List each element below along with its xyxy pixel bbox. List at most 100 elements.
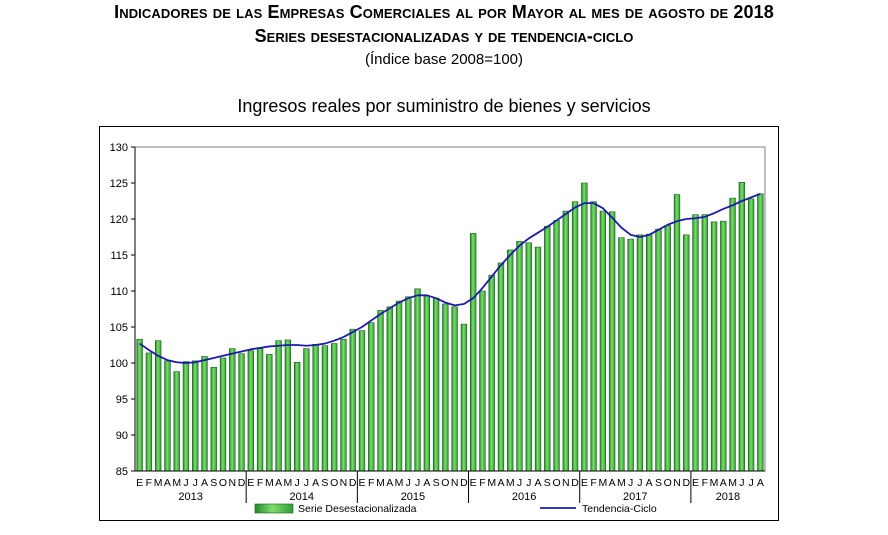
x-tick-label: N bbox=[340, 477, 348, 489]
x-tick-label: A bbox=[201, 477, 208, 489]
x-tick-label: M bbox=[283, 477, 292, 489]
x-tick-label: J bbox=[517, 477, 522, 489]
x-tick-label: A bbox=[275, 477, 282, 489]
x-tick-label: A bbox=[720, 477, 727, 489]
bar bbox=[331, 343, 338, 472]
y-tick-label: 120 bbox=[110, 214, 128, 226]
x-tick-label: J bbox=[295, 477, 300, 489]
bar bbox=[247, 350, 254, 472]
bar bbox=[553, 220, 560, 472]
bar bbox=[488, 274, 495, 472]
x-tick-label: A bbox=[646, 477, 653, 489]
x-tick-label: M bbox=[154, 477, 163, 489]
bar bbox=[229, 348, 236, 472]
x-tick-label: E bbox=[136, 477, 143, 489]
x-tick-label: F bbox=[368, 477, 374, 489]
bar bbox=[405, 296, 412, 472]
bar bbox=[757, 193, 764, 472]
x-tick-label: S bbox=[210, 477, 217, 489]
x-tick-label: J bbox=[628, 477, 633, 489]
bar bbox=[627, 238, 634, 472]
y-tick-label: 130 bbox=[110, 142, 128, 154]
x-tick-label: O bbox=[330, 477, 338, 489]
bar bbox=[692, 214, 699, 472]
x-tick-label: M bbox=[710, 477, 719, 489]
x-tick-label: F bbox=[257, 477, 263, 489]
x-tick-label: M bbox=[265, 477, 274, 489]
x-tick-label: N bbox=[562, 477, 570, 489]
bar bbox=[275, 340, 282, 472]
bar bbox=[544, 225, 551, 472]
x-tick-label: M bbox=[728, 477, 737, 489]
bar bbox=[173, 371, 180, 472]
bar bbox=[534, 246, 542, 472]
x-tick-label: E bbox=[692, 477, 699, 489]
bar bbox=[497, 262, 505, 472]
x-tick-label: M bbox=[598, 477, 607, 489]
x-tick-label: M bbox=[395, 477, 404, 489]
year-label: 2013 bbox=[178, 491, 202, 503]
bar bbox=[599, 210, 607, 472]
bar bbox=[395, 300, 403, 472]
x-tick-label: O bbox=[664, 477, 672, 489]
bar bbox=[590, 201, 597, 472]
y-tick-label: 105 bbox=[110, 322, 128, 334]
x-tick-label: D bbox=[460, 477, 468, 489]
x-tick-label: A bbox=[609, 477, 616, 489]
bar bbox=[701, 214, 708, 472]
bar bbox=[136, 338, 143, 472]
year-label: 2017 bbox=[623, 491, 647, 503]
bar bbox=[182, 361, 190, 472]
bar bbox=[377, 310, 384, 472]
bar bbox=[729, 197, 736, 472]
bar bbox=[525, 242, 532, 472]
bar bbox=[368, 322, 375, 472]
report-title: Indicadores de las Empresas Comerciales … bbox=[114, 2, 774, 22]
bar bbox=[358, 330, 366, 472]
bar bbox=[192, 360, 199, 472]
trend-line bbox=[139, 192, 761, 364]
x-tick-label: E bbox=[581, 477, 588, 489]
x-tick-label: D bbox=[349, 477, 357, 489]
bar bbox=[293, 361, 301, 472]
x-tick-label: F bbox=[479, 477, 485, 489]
bar bbox=[683, 234, 690, 472]
year-label: 2018 bbox=[716, 491, 740, 503]
bar bbox=[636, 234, 644, 472]
legend-label-line: Tendencia-Ciclo bbox=[582, 503, 657, 515]
x-tick-label: J bbox=[748, 477, 753, 489]
x-tick-label: D bbox=[682, 477, 690, 489]
year-label: 2016 bbox=[512, 491, 536, 503]
x-tick-label: J bbox=[415, 477, 420, 489]
x-tick-label: N bbox=[228, 477, 236, 489]
x-tick-label: D bbox=[238, 477, 246, 489]
bar bbox=[303, 348, 310, 472]
x-tick-label: J bbox=[183, 477, 188, 489]
x-tick-label: M bbox=[172, 477, 181, 489]
x-tick-label: E bbox=[247, 477, 254, 489]
index-base-note: (Índice base 2008=100) bbox=[364, 51, 524, 68]
bar bbox=[673, 194, 681, 472]
bar bbox=[571, 201, 579, 472]
bar bbox=[164, 360, 171, 472]
bar bbox=[710, 221, 718, 472]
y-tick-label: 110 bbox=[110, 286, 128, 298]
x-tick-label: A bbox=[757, 477, 764, 489]
bar bbox=[349, 328, 356, 472]
bar bbox=[312, 343, 319, 472]
x-tick-label: M bbox=[506, 477, 515, 489]
bar bbox=[414, 288, 421, 472]
bar bbox=[646, 233, 653, 472]
bar bbox=[516, 241, 523, 472]
chart-title: Ingresos reales por suministro de bienes… bbox=[237, 96, 651, 116]
bar bbox=[321, 345, 329, 472]
x-tick-label: J bbox=[637, 477, 642, 489]
x-tick-label: O bbox=[441, 477, 449, 489]
report-subtitle: Series desestacionalizadas y de tendenci… bbox=[254, 26, 634, 46]
y-tick-label: 115 bbox=[110, 250, 128, 262]
bar bbox=[256, 348, 264, 472]
x-tick-label: J bbox=[406, 477, 411, 489]
bar bbox=[442, 303, 449, 472]
bar bbox=[562, 210, 569, 472]
